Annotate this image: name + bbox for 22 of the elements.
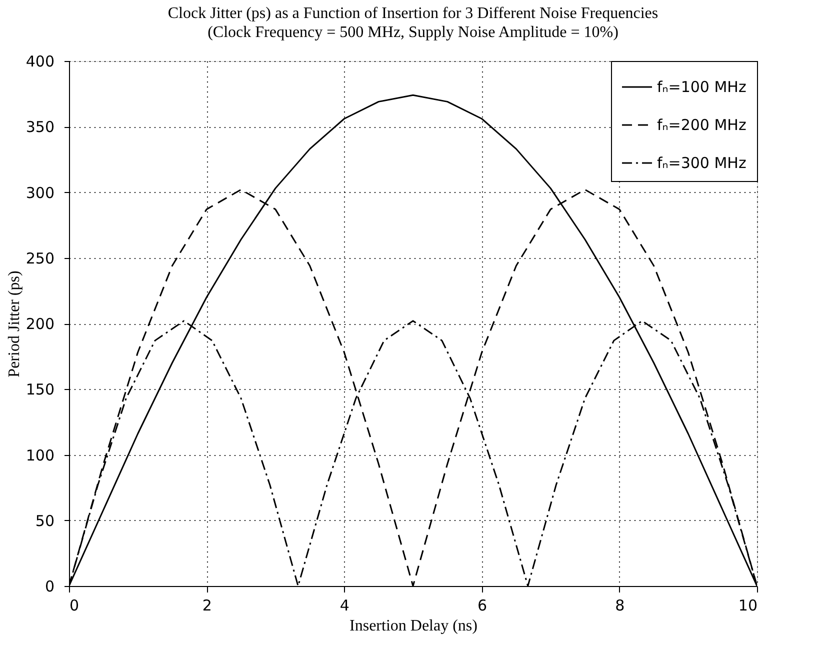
x-tick-label: 10 — [738, 596, 758, 614]
legend-label: fₙ=100 MHz — [657, 78, 746, 96]
y-tick-label: 250 — [26, 249, 54, 268]
y-tick-label: 200 — [26, 315, 54, 333]
y-tick-label: 0 — [44, 578, 54, 596]
x-axis-title: Insertion Delay (ns) — [350, 618, 478, 634]
y-tick-label: 150 — [26, 380, 54, 399]
y-tick-label: 100 — [26, 446, 54, 464]
x-tick-label: 2 — [202, 596, 212, 614]
x-tick-label: 0 — [70, 596, 80, 614]
y-tick-label: 400 — [26, 52, 54, 70]
y-axis-title: Period Jitter (ps) — [6, 270, 23, 378]
y-tick-label: 300 — [26, 184, 54, 202]
x-tick-label: 4 — [340, 596, 350, 614]
y-tick-label: 350 — [26, 118, 54, 136]
chart-subtitle: (Clock Frequency = 500 MHz, Supply Noise Amplitude = 10%) — [208, 24, 618, 41]
x-tick-label: 6 — [478, 596, 488, 614]
chart-title: Clock Jitter (ps) as a Function of Insertion for 3 Different Noise Frequencies — [168, 5, 658, 22]
legend-label: fₙ=300 MHz — [657, 154, 746, 172]
x-tick-label: 8 — [615, 596, 625, 614]
legend-label: fₙ=200 MHz — [657, 116, 746, 134]
y-tick-label: 50 — [35, 512, 54, 530]
